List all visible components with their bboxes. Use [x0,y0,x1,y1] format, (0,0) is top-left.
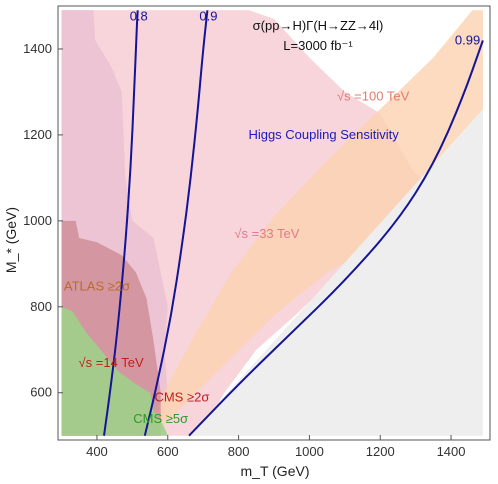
contour-curve-0.99 [188,40,484,437]
y-tick-label: 800 [30,299,52,314]
gray-excluded-region [189,109,483,436]
x-tick-label: 600 [157,444,179,459]
contour-curve-0.9 [143,10,209,436]
chart-title-line1: σ(pp→H)Γ(H→ZZ→4l) [253,18,384,33]
contour-curve-0.8 [103,10,139,436]
annotation-2: √s =33 TeV [234,226,299,241]
regions-layer [58,6,490,440]
annotation-0: √s =100 TeV [337,89,410,104]
x-tick-label: 1000 [295,444,324,459]
curves-layer: 0.8 0.9 0.99 [103,8,484,437]
annotation-5: CMS ≥2σ [154,389,209,404]
y-axis-title: M_* (GeV) [3,207,19,273]
annotation-3: ATLAS ≥2σ [64,279,130,294]
chart-title-line2: L=3000 fb⁻¹ [283,38,353,53]
contour-label-0.8: 0.8 [130,8,148,23]
contour-label-0.99: 0.99 [455,32,480,47]
annotation-6: CMS ≥5σ [133,411,188,426]
x-tick-label: 800 [228,444,250,459]
annotation-1: Higgs Coupling Sensitivity [248,127,399,142]
x-tick-label: 1400 [437,444,466,459]
y-tick-label: 1200 [23,127,52,142]
y-tick-label: 1400 [23,41,52,56]
pink-region [61,10,430,436]
ticks-layer: 400 600 800 1000 1200 1400 600 800 1000 1200 1400 [23,41,465,459]
green-region [61,306,168,436]
x-tick-label: 1200 [366,444,395,459]
y-tick-label: 600 [30,385,52,400]
plot-frame [57,5,491,441]
x-tick-label: 400 [86,444,108,459]
x-axis-title: m_T (GeV) [241,463,310,479]
orange-band [146,10,483,436]
annotation-4: √s =14 TeV [79,355,144,370]
annotations-layer: √s =100 TeV Higgs Coupling Sensitivity √s … [64,89,410,426]
contour-label-0.9: 0.9 [199,8,217,23]
y-tick-label: 1000 [23,213,52,228]
